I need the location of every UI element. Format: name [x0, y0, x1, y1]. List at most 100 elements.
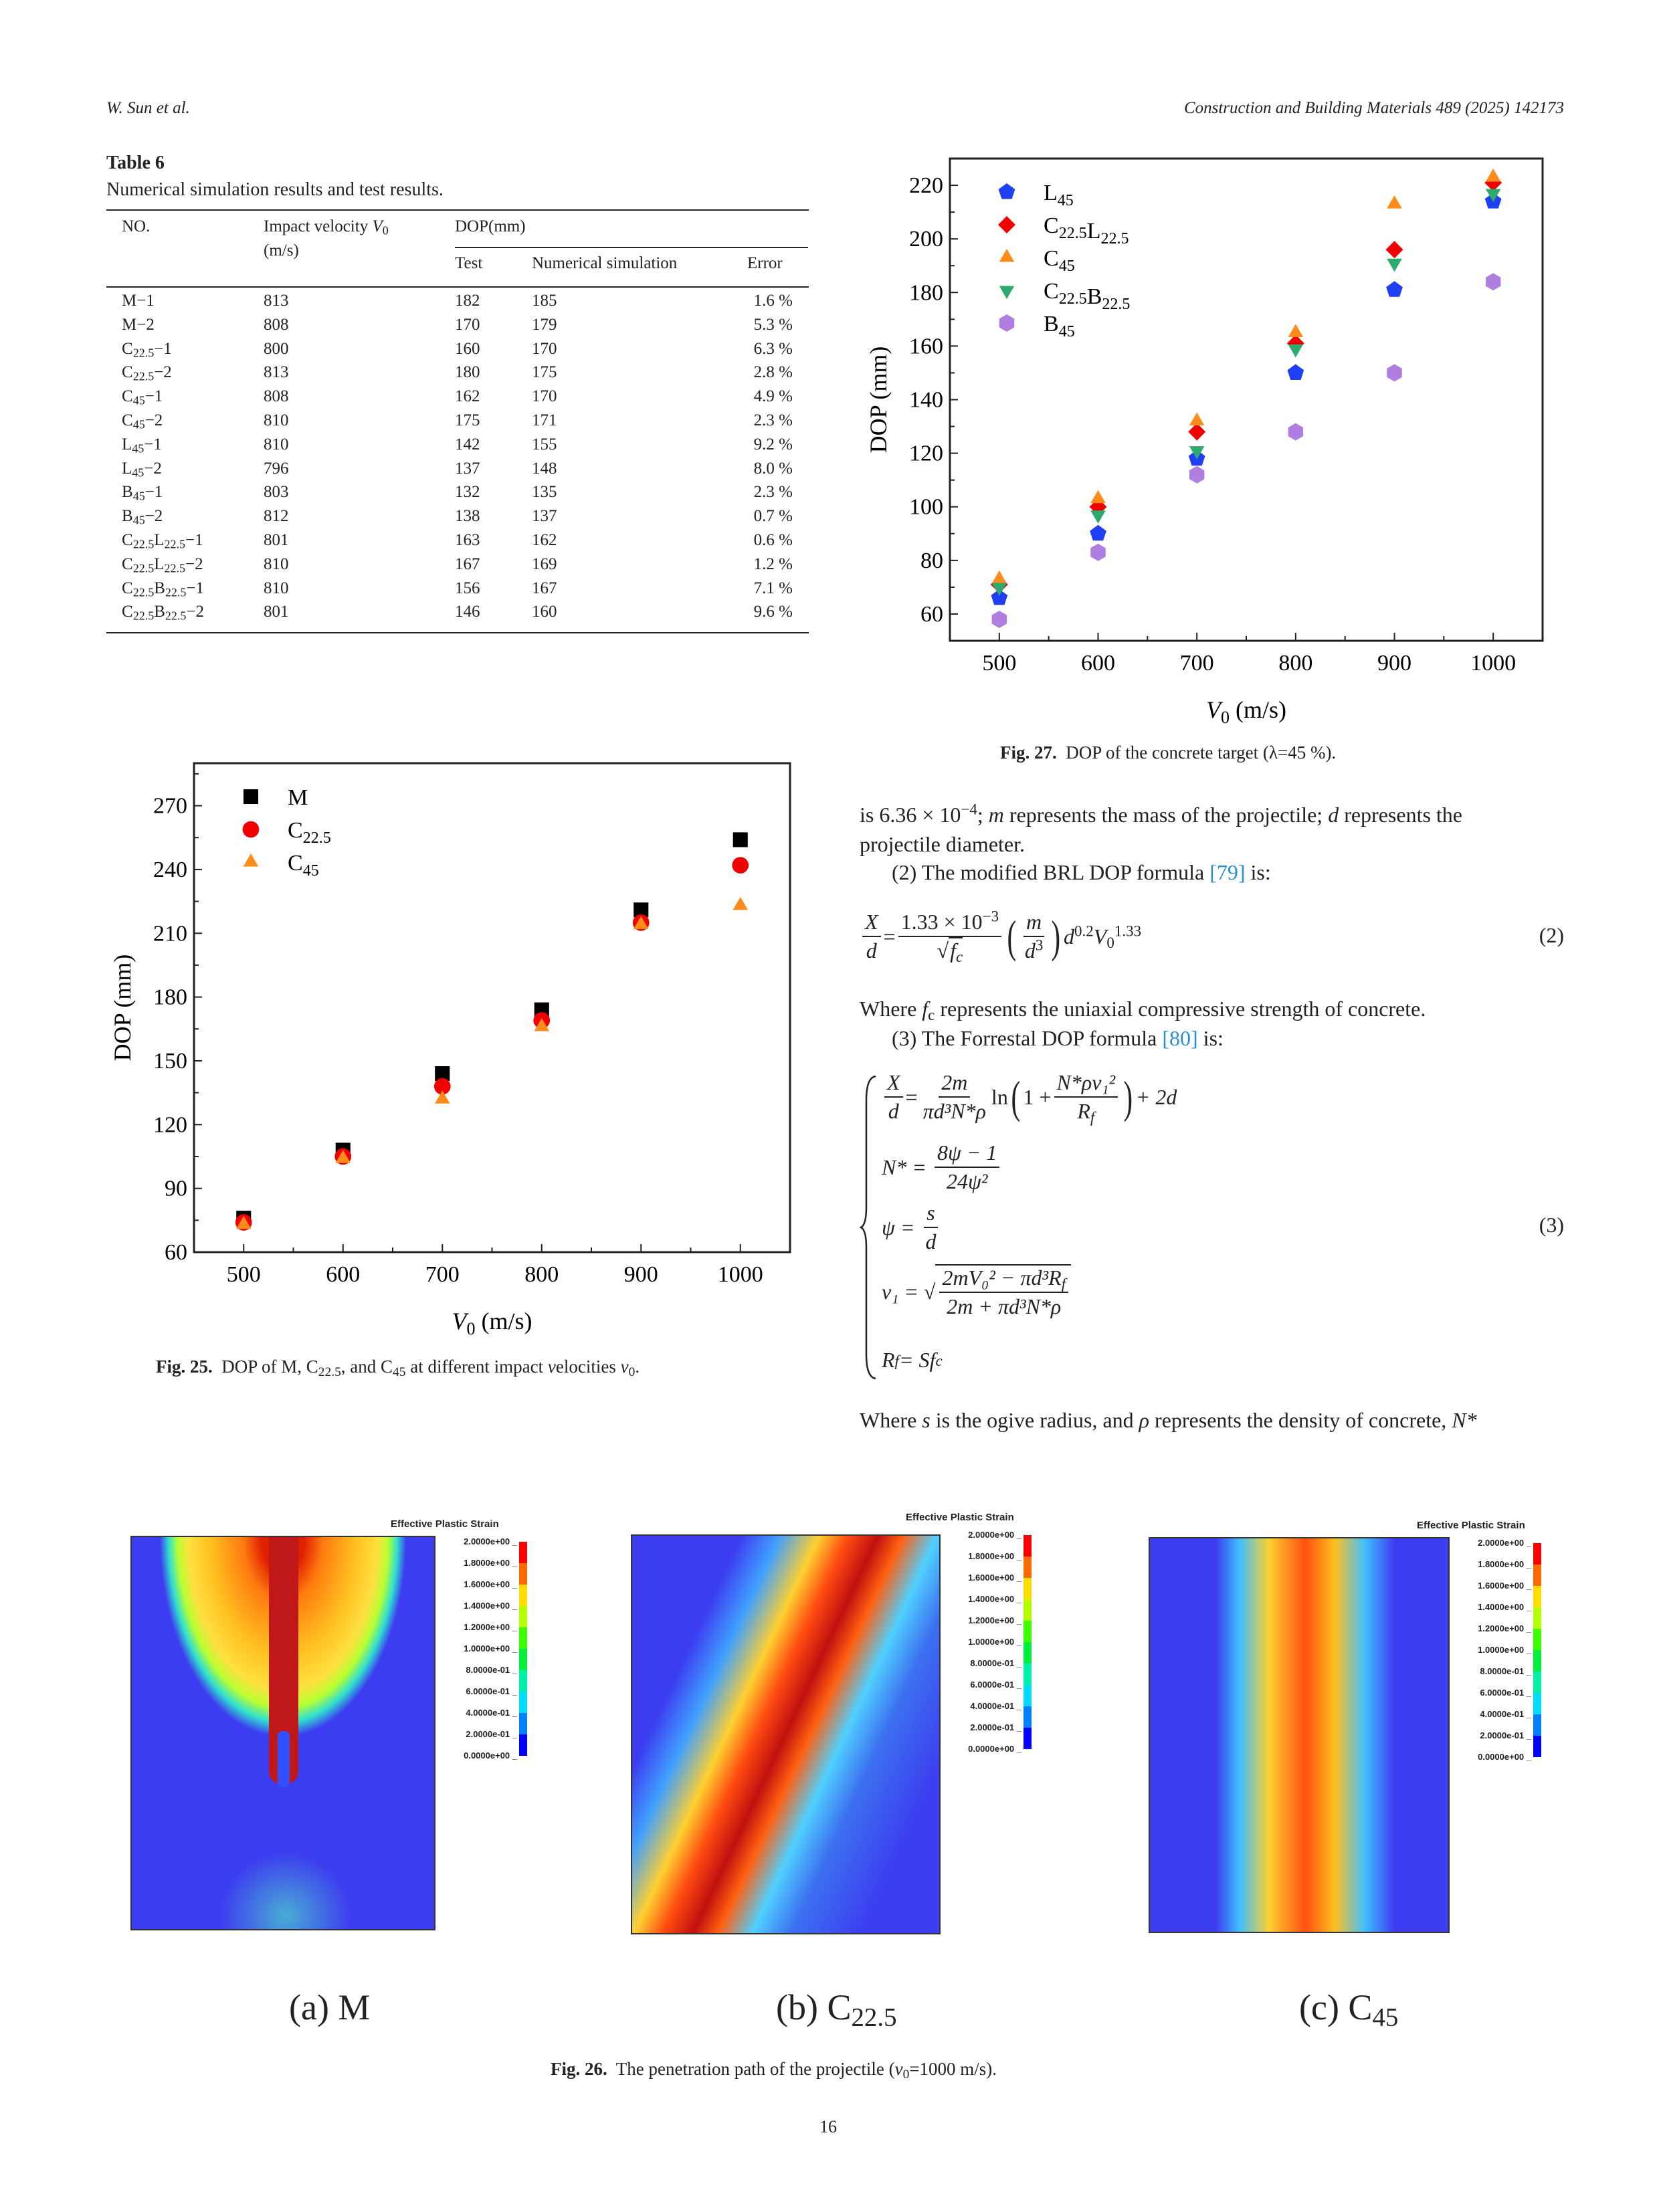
legend-color-band	[519, 1627, 527, 1649]
eq3-r3-den: d	[925, 1229, 937, 1253]
projectile-m	[278, 1731, 290, 1788]
legend-color-band	[1533, 1650, 1541, 1672]
ref-80-link[interactable]: [80]	[1162, 1026, 1198, 1050]
row-sim: 137	[532, 507, 557, 526]
legend-value: 1.6000e+00 _	[464, 1579, 517, 1589]
eq3-row-4: v₁ = √ 2mV₀² − πd³Rf 2m + πd³N*ρ	[882, 1264, 1072, 1319]
legend-title: Effective Plastic Strain	[1417, 1520, 1525, 1531]
row-error: 9.6 %	[753, 603, 793, 621]
cap26-b: =1000 m/s).	[909, 2059, 997, 2079]
row-sim: 170	[532, 339, 557, 358]
eq2-Vexp: 1.33	[1114, 921, 1142, 939]
legend-color-band	[1023, 1664, 1032, 1685]
x-tick-label: 600	[1081, 651, 1115, 676]
legend-marker	[998, 183, 1015, 199]
ref-79-link[interactable]: [79]	[1209, 860, 1246, 884]
panel-c-text: (c) C	[1299, 1987, 1373, 2027]
legend-color-band	[1533, 1693, 1541, 1714]
legend-value: 1.8000e+00 _	[464, 1558, 517, 1568]
legend-value: 6.0000e-01 _	[1480, 1688, 1531, 1698]
row-velocity: 813	[264, 292, 289, 310]
eq3-r3-lhs: ψ =	[882, 1215, 915, 1239]
x-axis-label: V0 (m/s)	[452, 1308, 532, 1338]
header-velocity-unit: (m/s)	[264, 241, 299, 260]
legend-label: M	[288, 785, 308, 810]
header-velocity-sub: 0	[382, 223, 389, 237]
row-velocity: 808	[264, 387, 289, 406]
legend-value: 1.6000e+00 _	[1478, 1581, 1531, 1591]
fig25-caption: Fig. 25. DOP of M, C22.5, and C45 at dif…	[156, 1356, 640, 1379]
row-no: C22.5L22.5−2	[122, 555, 203, 575]
row-test: 162	[455, 387, 480, 406]
legend-value: 0.0000e+00 _	[1478, 1752, 1531, 1762]
row-velocity: 812	[264, 507, 289, 526]
row-test: 137	[455, 459, 480, 478]
y-tick-label: 270	[153, 794, 187, 819]
legend-color-band	[1533, 1607, 1541, 1629]
p6a: Where	[860, 1408, 922, 1432]
header-sim: Numerical simulation	[532, 254, 678, 272]
eq2-c: c	[955, 947, 963, 965]
p6s: s	[922, 1408, 931, 1432]
legend-color-band	[1023, 1556, 1032, 1578]
fig27-caption-label: Fig. 27.	[1000, 742, 1057, 763]
eq2-rparen: )	[1051, 911, 1061, 962]
p3b: is:	[1245, 860, 1271, 884]
legend-value: 1.4000e+00 _	[464, 1601, 517, 1611]
legend-marker	[999, 249, 1015, 262]
row-velocity: 801	[264, 531, 289, 549]
row-error: 9.2 %	[753, 435, 793, 454]
row-sim: 175	[532, 363, 557, 382]
data-point	[1287, 364, 1304, 380]
header-velocity-var: V	[372, 217, 383, 235]
row-sim: 160	[532, 603, 557, 621]
row-sim: 167	[532, 579, 557, 597]
eq2-dd: d	[1063, 924, 1074, 948]
row-error: 1.2 %	[753, 555, 793, 573]
row-error: 0.6 %	[753, 531, 793, 549]
eq3-r1-inner: N*ρv₁² Rf	[1054, 1070, 1118, 1124]
eq2-num: 1.33 × 10	[900, 910, 983, 934]
legend-value: 8.0000e-01 _	[1480, 1666, 1531, 1676]
cap25-s2: 45	[393, 1365, 406, 1379]
eq3-r4-sqrt: 2mV₀² − πd³Rf 2m + πd³N*ρ	[935, 1264, 1072, 1319]
cap25-v: v	[547, 1356, 556, 1377]
legend-title: Effective Plastic Strain	[906, 1512, 1014, 1523]
data-point	[732, 857, 749, 874]
p1a: is 6.36 × 10	[860, 803, 961, 827]
p6b: is the ogive radius, and	[930, 1408, 1139, 1432]
equation-2-number: (2)	[1539, 923, 1564, 947]
eq2-m: m	[1023, 910, 1045, 937]
legend-value: 2.0000e-01 _	[970, 1722, 1021, 1732]
row-sim: 148	[532, 459, 557, 478]
row-no: C45−2	[122, 411, 163, 431]
paragraph-1-line-1: is 6.36 × 10−4; m represents the mass of…	[860, 801, 1462, 827]
row-velocity: 810	[264, 579, 289, 597]
data-point	[1485, 273, 1501, 291]
row-sim: 170	[532, 387, 557, 406]
cap25-s1: 22.5	[318, 1365, 341, 1379]
row-velocity: 801	[264, 603, 289, 621]
eq3-lparen: (	[1011, 1072, 1020, 1122]
eq2-equals: =	[883, 924, 896, 948]
series-2	[236, 896, 748, 1229]
y-tick-label: 80	[920, 548, 943, 573]
eq2-lparen: (	[1007, 911, 1017, 962]
p1b: ;	[977, 803, 989, 827]
eq2-dexp: 0.2	[1074, 921, 1094, 939]
series-0	[991, 193, 1502, 605]
y-tick-label: 200	[909, 227, 943, 252]
eq3-r1-frac: 2m πd³N*ρ	[920, 1070, 989, 1124]
y-tick-label: 120	[153, 1112, 187, 1137]
p1m: m	[988, 803, 1004, 827]
data-point	[1288, 324, 1304, 337]
data-point	[335, 1150, 351, 1163]
eq2-X: X	[862, 910, 881, 937]
legend-color-band	[1533, 1586, 1541, 1607]
y-tick-label: 120	[909, 441, 943, 466]
legend-color-band	[1023, 1685, 1032, 1706]
eq3-r4-num: 2mV₀² − πd³R	[942, 1266, 1062, 1290]
